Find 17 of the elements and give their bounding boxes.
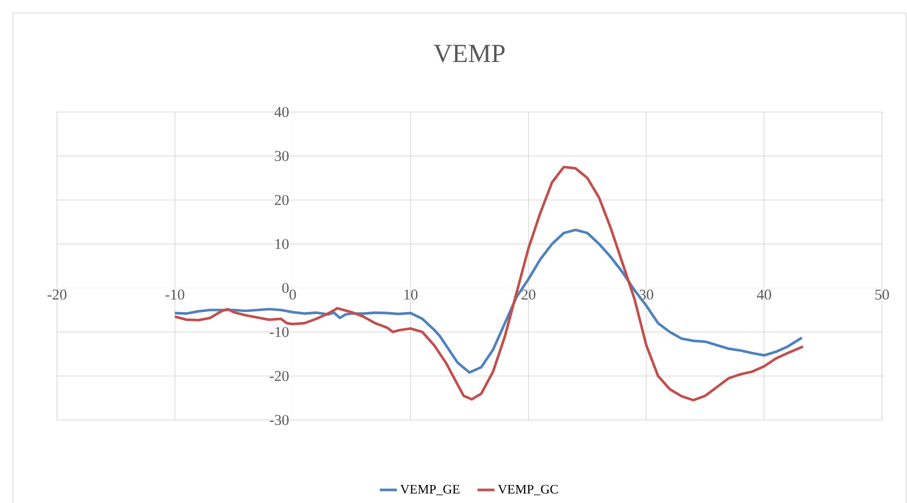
legend-label: VEMP_GC [498,484,558,496]
x-tick-label: 50 [875,290,889,300]
y-tick-label: -20 [270,370,289,382]
x-tick-label: -10 [165,290,184,300]
y-tick-label: 40 [274,106,289,118]
x-tick-label: -20 [48,290,66,300]
y-tick-label: -30 [270,414,289,426]
x-tick-label: 40 [756,290,772,300]
y-tick-label: -10 [270,326,289,338]
y-tick-label: 20 [274,194,289,206]
x-tick-label: 10 [404,290,418,300]
y-tick-label: 10 [276,238,289,250]
legend-label: VEMP_GE [400,484,460,496]
chart-title: VEMP [434,44,505,62]
x-tick-label: 20 [522,290,536,300]
y-tick-label: 30 [274,150,289,162]
x-tick-label: 0 [290,290,296,300]
